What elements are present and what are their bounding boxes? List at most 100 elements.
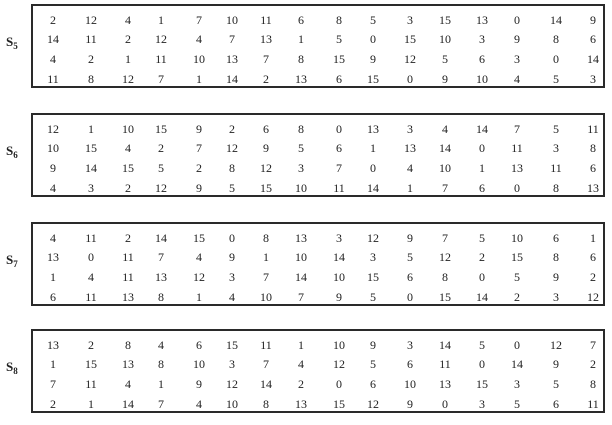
sbox-cell: 6: [263, 122, 269, 136]
sbox-cell: 5: [553, 122, 559, 136]
sbox-cell: 5: [370, 13, 376, 27]
sbox-cell: 12: [550, 338, 562, 352]
sbox-cell: 8: [298, 52, 304, 66]
sbox-cell: 1: [88, 122, 94, 136]
sbox-cell: 7: [263, 52, 269, 66]
sbox-cell: 3: [514, 52, 520, 66]
sbox-cell: 1: [298, 338, 304, 352]
sbox-cell: 14: [511, 357, 523, 371]
sbox-cell: 10: [226, 397, 238, 411]
sbox-cell: 4: [298, 357, 304, 371]
sbox-cell: 10: [511, 231, 523, 245]
sbox-label-name: S: [6, 143, 14, 158]
sbox-cell: 3: [407, 13, 413, 27]
sbox-cell: 7: [50, 377, 56, 391]
sbox-cell: 0: [514, 13, 520, 27]
sbox-cell: 15: [333, 52, 345, 66]
sbox-cell: 13: [122, 357, 134, 371]
sbox-label-name: S: [6, 359, 14, 374]
sbox-row: 4 2 1 11 10 13 7 8 15 9 12 5 6 3 0 14: [33, 49, 603, 69]
sbox-cell: 6: [590, 32, 596, 46]
sbox-cell: 4: [125, 13, 131, 27]
sbox-cell: 12: [367, 397, 379, 411]
sbox-cell: 5: [370, 290, 376, 304]
sbox-cell: 12: [260, 161, 272, 175]
sbox-row: 11 8 12 7 1 14 2 13 6 15 0 9 10 4 5 3: [33, 69, 603, 89]
sbox-cell: 13: [260, 32, 272, 46]
sbox-cell: 1: [88, 397, 94, 411]
sbox-cell: 11: [155, 52, 167, 66]
sbox-cell: 11: [85, 290, 97, 304]
sbox-cell: 3: [514, 377, 520, 391]
sbox-cell: 9: [442, 72, 448, 86]
sbox-cell: 7: [196, 141, 202, 155]
sbox-cell: 2: [125, 181, 131, 195]
sbox-cell: 15: [511, 250, 523, 264]
sbox-cell: 11: [260, 338, 272, 352]
sbox-cell: 10: [260, 290, 272, 304]
sbox-cell: 10: [404, 377, 416, 391]
sbox-row: 1 4 11 13 12 3 7 14 10 15 6 8 0 5 9 2: [33, 267, 603, 287]
sbox-cell: 8: [553, 32, 559, 46]
sbox-cell: 11: [47, 72, 59, 86]
sbox-cell: 2: [50, 397, 56, 411]
sbox-cell: 8: [553, 181, 559, 195]
sbox-cell: 5: [479, 338, 485, 352]
sbox-cell: 10: [333, 338, 345, 352]
sbox-cell: 15: [122, 161, 134, 175]
sbox-cell: 11: [85, 231, 97, 245]
sbox-cell: 8: [158, 290, 164, 304]
sbox-cell: 3: [553, 290, 559, 304]
sbox-cell: 8: [442, 270, 448, 284]
sbox-cell: 9: [370, 52, 376, 66]
sbox-cell: 5: [442, 52, 448, 66]
sbox-cell: 4: [50, 181, 56, 195]
sbox-cell: 2: [88, 52, 94, 66]
sbox-cell: 7: [229, 32, 235, 46]
sbox-cell: 0: [88, 250, 94, 264]
sbox-cell: 1: [50, 357, 56, 371]
sbox-label-index: 5: [13, 41, 18, 51]
sbox-row: 12 1 10 15 9 2 6 8 0 13 3 4 14 7 5 11: [33, 119, 603, 139]
sbox-cell: 0: [407, 290, 413, 304]
sbox-cell: 12: [439, 250, 451, 264]
sbox-cell: 0: [553, 52, 559, 66]
sbox-cell: 7: [442, 181, 448, 195]
sbox-cell: 2: [125, 231, 131, 245]
sbox-cell: 1: [298, 32, 304, 46]
sbox-cell: 3: [88, 181, 94, 195]
sbox-cell: 14: [155, 231, 167, 245]
sbox-cell: 4: [158, 338, 164, 352]
sbox-cell: 3: [407, 122, 413, 136]
sbox-cell: 7: [263, 357, 269, 371]
sbox-cell: 0: [407, 72, 413, 86]
sbox-cell: 9: [196, 181, 202, 195]
sbox-cell: 11: [439, 357, 451, 371]
sbox-cell: 6: [479, 52, 485, 66]
sbox-cell: 3: [229, 357, 235, 371]
sbox-cell: 11: [587, 122, 599, 136]
sbox-cell: 1: [158, 13, 164, 27]
sbox-cell: 7: [514, 122, 520, 136]
sbox-cell: 15: [226, 338, 238, 352]
sbox-row: 10 15 4 2 7 12 9 5 6 1 13 14 0 11 3 8: [33, 138, 603, 158]
sbox-cell: 6: [196, 338, 202, 352]
sbox-cell: 12: [367, 231, 379, 245]
sbox-cell: 2: [298, 377, 304, 391]
sbox-cell: 14: [587, 52, 599, 66]
sbox-cell: 7: [158, 72, 164, 86]
sbox-cell: 7: [442, 231, 448, 245]
sbox-cell: 0: [479, 270, 485, 284]
sbox-cell: 9: [553, 270, 559, 284]
sbox-cell: 13: [587, 181, 599, 195]
sbox-cell: 8: [590, 141, 596, 155]
sbox-cell: 12: [85, 13, 97, 27]
sbox-cell: 11: [333, 181, 345, 195]
sbox-row: 4 11 2 14 15 0 8 13 3 12 9 7 5 10 6 1: [33, 228, 603, 248]
sbox-cell: 6: [553, 397, 559, 411]
sbox-cell: 15: [155, 122, 167, 136]
sbox-cell: 10: [47, 141, 59, 155]
sbox-cell: 5: [407, 250, 413, 264]
sbox-cell: 8: [125, 338, 131, 352]
sbox-cell: 11: [550, 161, 562, 175]
